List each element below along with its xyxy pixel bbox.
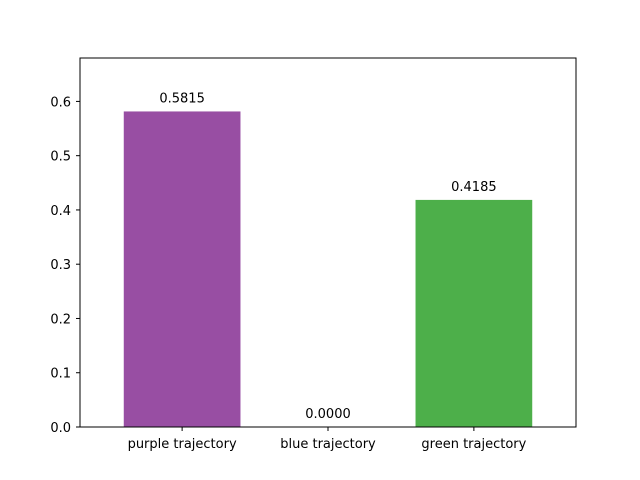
x-tick-label-purple-trajectory: purple trajectory: [128, 437, 237, 452]
bar-green-trajectory: [415, 199, 533, 427]
data-label-blue-trajectory: 0.0000: [305, 407, 351, 422]
y-tick-label: 0.1: [50, 367, 71, 382]
y-axis: 0.0 0.1 0.2 0.3 0.4 0.5 0.6: [50, 95, 80, 436]
data-label-green-trajectory: 0.4185: [451, 180, 497, 195]
data-label-purple-trajectory: 0.5815: [159, 91, 205, 106]
y-tick-label: 0.4: [50, 204, 71, 219]
y-tick-label: 0.5: [50, 150, 71, 165]
bar-purple-trajectory: [123, 111, 241, 427]
x-tick-label-green-trajectory: green trajectory: [421, 437, 526, 452]
x-tick-label-blue-trajectory: blue trajectory: [280, 437, 376, 452]
data-labels-group: 0.5815 0.0000 0.4185: [159, 91, 496, 422]
y-tick-label: 0.2: [50, 312, 71, 327]
y-tick-label: 0.3: [50, 258, 71, 273]
plot-frame: [79, 57, 577, 428]
y-tick-label: 0.0: [50, 421, 71, 436]
bars-group: [123, 111, 533, 427]
x-axis: purple trajectory blue trajectory green tr…: [128, 427, 527, 452]
y-tick-label: 0.6: [50, 95, 71, 110]
